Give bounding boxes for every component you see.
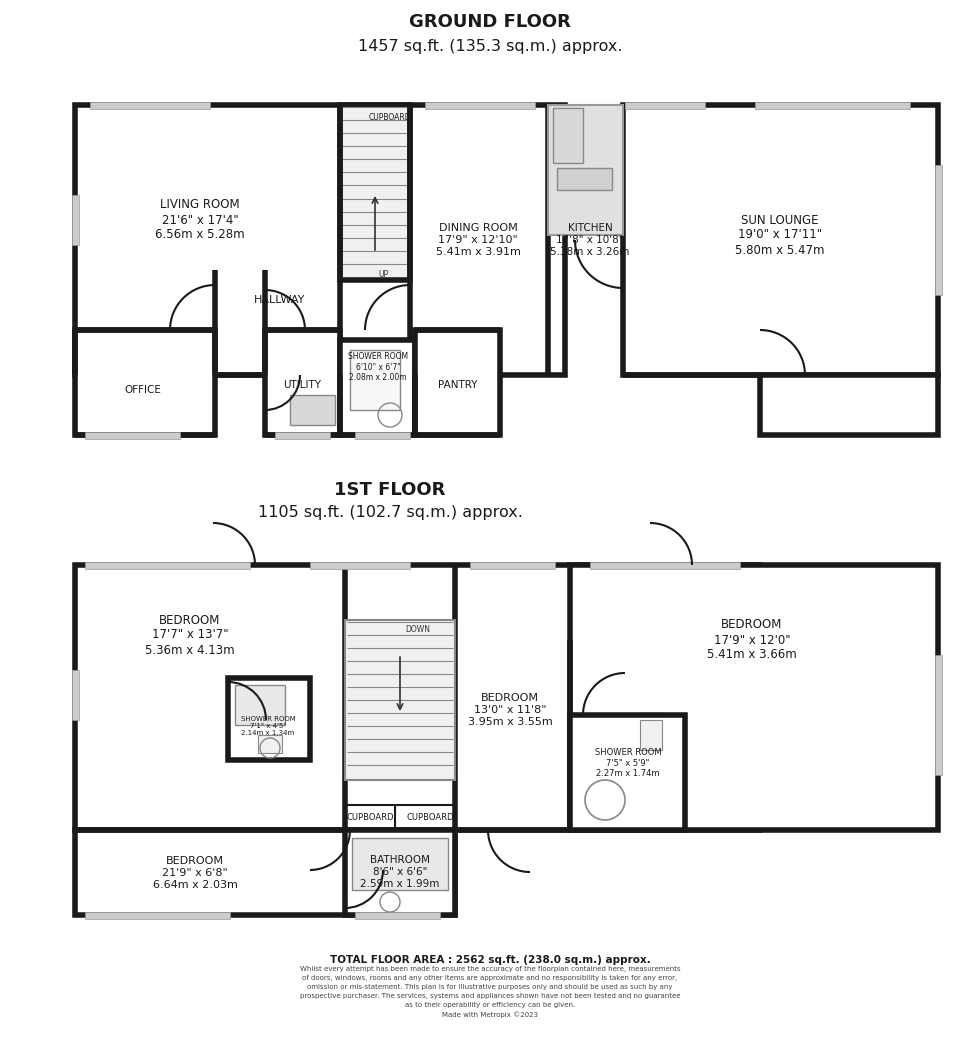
Bar xyxy=(75,830,455,915)
Bar xyxy=(640,720,662,750)
Bar xyxy=(352,838,448,890)
Bar xyxy=(75,330,215,435)
Bar xyxy=(625,102,705,109)
Text: SHOWER ROOM
7'5" x 5'9"
2.27m x 1.74m: SHOWER ROOM 7'5" x 5'9" 2.27m x 1.74m xyxy=(595,748,662,778)
Bar xyxy=(345,830,455,915)
Bar xyxy=(570,565,938,830)
Text: BEDROOM
21'9" x 6'8"
6.64m x 2.03m: BEDROOM 21'9" x 6'8" 6.64m x 2.03m xyxy=(153,856,237,889)
Text: CUPBOARD: CUPBOARD xyxy=(346,813,394,823)
Bar xyxy=(85,562,250,569)
Bar xyxy=(72,670,79,720)
Bar xyxy=(90,102,210,109)
Text: CUPBOARD: CUPBOARD xyxy=(368,113,412,123)
Text: 1457 sq.ft. (135.3 sq.m.) approx.: 1457 sq.ft. (135.3 sq.m.) approx. xyxy=(358,38,622,53)
Text: HALLWAY: HALLWAY xyxy=(255,295,306,305)
Text: UTILITY: UTILITY xyxy=(283,380,321,390)
Text: CUPBOARD: CUPBOARD xyxy=(407,813,454,823)
Text: OFFICE: OFFICE xyxy=(124,385,162,395)
Bar xyxy=(935,655,942,775)
Bar xyxy=(75,105,565,375)
Text: LIVING ROOM
21'6" x 17'4"
6.56m x 5.28m: LIVING ROOM 21'6" x 17'4" 6.56m x 5.28m xyxy=(155,199,245,241)
Bar xyxy=(553,108,583,163)
Text: SHOWER ROOM
7'1" x 4'5"
2.14m x 1.34m: SHOWER ROOM 7'1" x 4'5" 2.14m x 1.34m xyxy=(241,716,295,736)
Text: SHOWER ROOM
6'10" x 6'7"
2.08m x 2.00m: SHOWER ROOM 6'10" x 6'7" 2.08m x 2.00m xyxy=(348,353,408,382)
Bar xyxy=(570,716,685,830)
Text: TOTAL FLOOR AREA : 2562 sq.ft. (238.0 sq.m.) approx.: TOTAL FLOOR AREA : 2562 sq.ft. (238.0 sq… xyxy=(329,955,651,965)
Bar xyxy=(425,102,535,109)
Bar xyxy=(557,168,612,190)
Bar xyxy=(85,432,180,439)
Text: BEDROOM
17'7" x 13'7"
5.36m x 4.13m: BEDROOM 17'7" x 13'7" 5.36m x 4.13m xyxy=(145,614,235,656)
Text: UP: UP xyxy=(378,270,388,279)
Bar xyxy=(275,432,330,439)
Text: BEDROOM
17'9" x 12'0"
5.41m x 3.66m: BEDROOM 17'9" x 12'0" 5.41m x 3.66m xyxy=(708,619,797,661)
Bar xyxy=(345,620,455,780)
Bar xyxy=(623,105,938,375)
Bar xyxy=(228,678,310,760)
Bar xyxy=(590,562,740,569)
Text: Whilst every attempt has been made to ensure the accuracy of the floorplan conta: Whilst every attempt has been made to en… xyxy=(300,966,680,1018)
Bar xyxy=(75,565,760,830)
Bar xyxy=(72,196,79,245)
Bar xyxy=(265,330,340,435)
Text: BATHROOM
8'6" x 6'6"
2.59m x 1.99m: BATHROOM 8'6" x 6'6" 2.59m x 1.99m xyxy=(361,855,440,888)
Text: DOWN: DOWN xyxy=(405,625,430,634)
Bar xyxy=(290,395,335,425)
Bar xyxy=(355,432,410,439)
Bar xyxy=(85,912,230,919)
Text: PANTRY: PANTRY xyxy=(438,380,478,390)
Bar xyxy=(415,330,500,435)
Bar xyxy=(760,375,938,435)
Bar xyxy=(310,562,410,569)
Text: SUN LOUNGE
19'0" x 17'11"
5.80m x 5.47m: SUN LOUNGE 19'0" x 17'11" 5.80m x 5.47m xyxy=(735,213,825,257)
Text: KITCHEN
17'8" x 10'8"
5.38m x 3.26m: KITCHEN 17'8" x 10'8" 5.38m x 3.26m xyxy=(551,224,630,257)
Bar xyxy=(235,685,285,725)
Text: 1ST FLOOR: 1ST FLOOR xyxy=(334,480,446,499)
Bar xyxy=(470,562,555,569)
Bar xyxy=(258,735,282,753)
Bar xyxy=(755,102,910,109)
Text: DINING ROOM
17'9" x 12'10"
5.41m x 3.91m: DINING ROOM 17'9" x 12'10" 5.41m x 3.91m xyxy=(435,224,520,257)
Bar xyxy=(340,340,415,435)
Bar xyxy=(935,165,942,295)
Bar xyxy=(548,105,623,235)
Text: BEDROOM
13'0" x 11'8"
3.95m x 3.55m: BEDROOM 13'0" x 11'8" 3.95m x 3.55m xyxy=(467,694,553,727)
Bar xyxy=(350,350,400,410)
Text: GROUND FLOOR: GROUND FLOOR xyxy=(409,12,571,31)
Bar xyxy=(355,912,440,919)
Bar xyxy=(340,105,410,280)
Text: 1105 sq.ft. (102.7 sq.m.) approx.: 1105 sq.ft. (102.7 sq.m.) approx. xyxy=(258,505,522,520)
